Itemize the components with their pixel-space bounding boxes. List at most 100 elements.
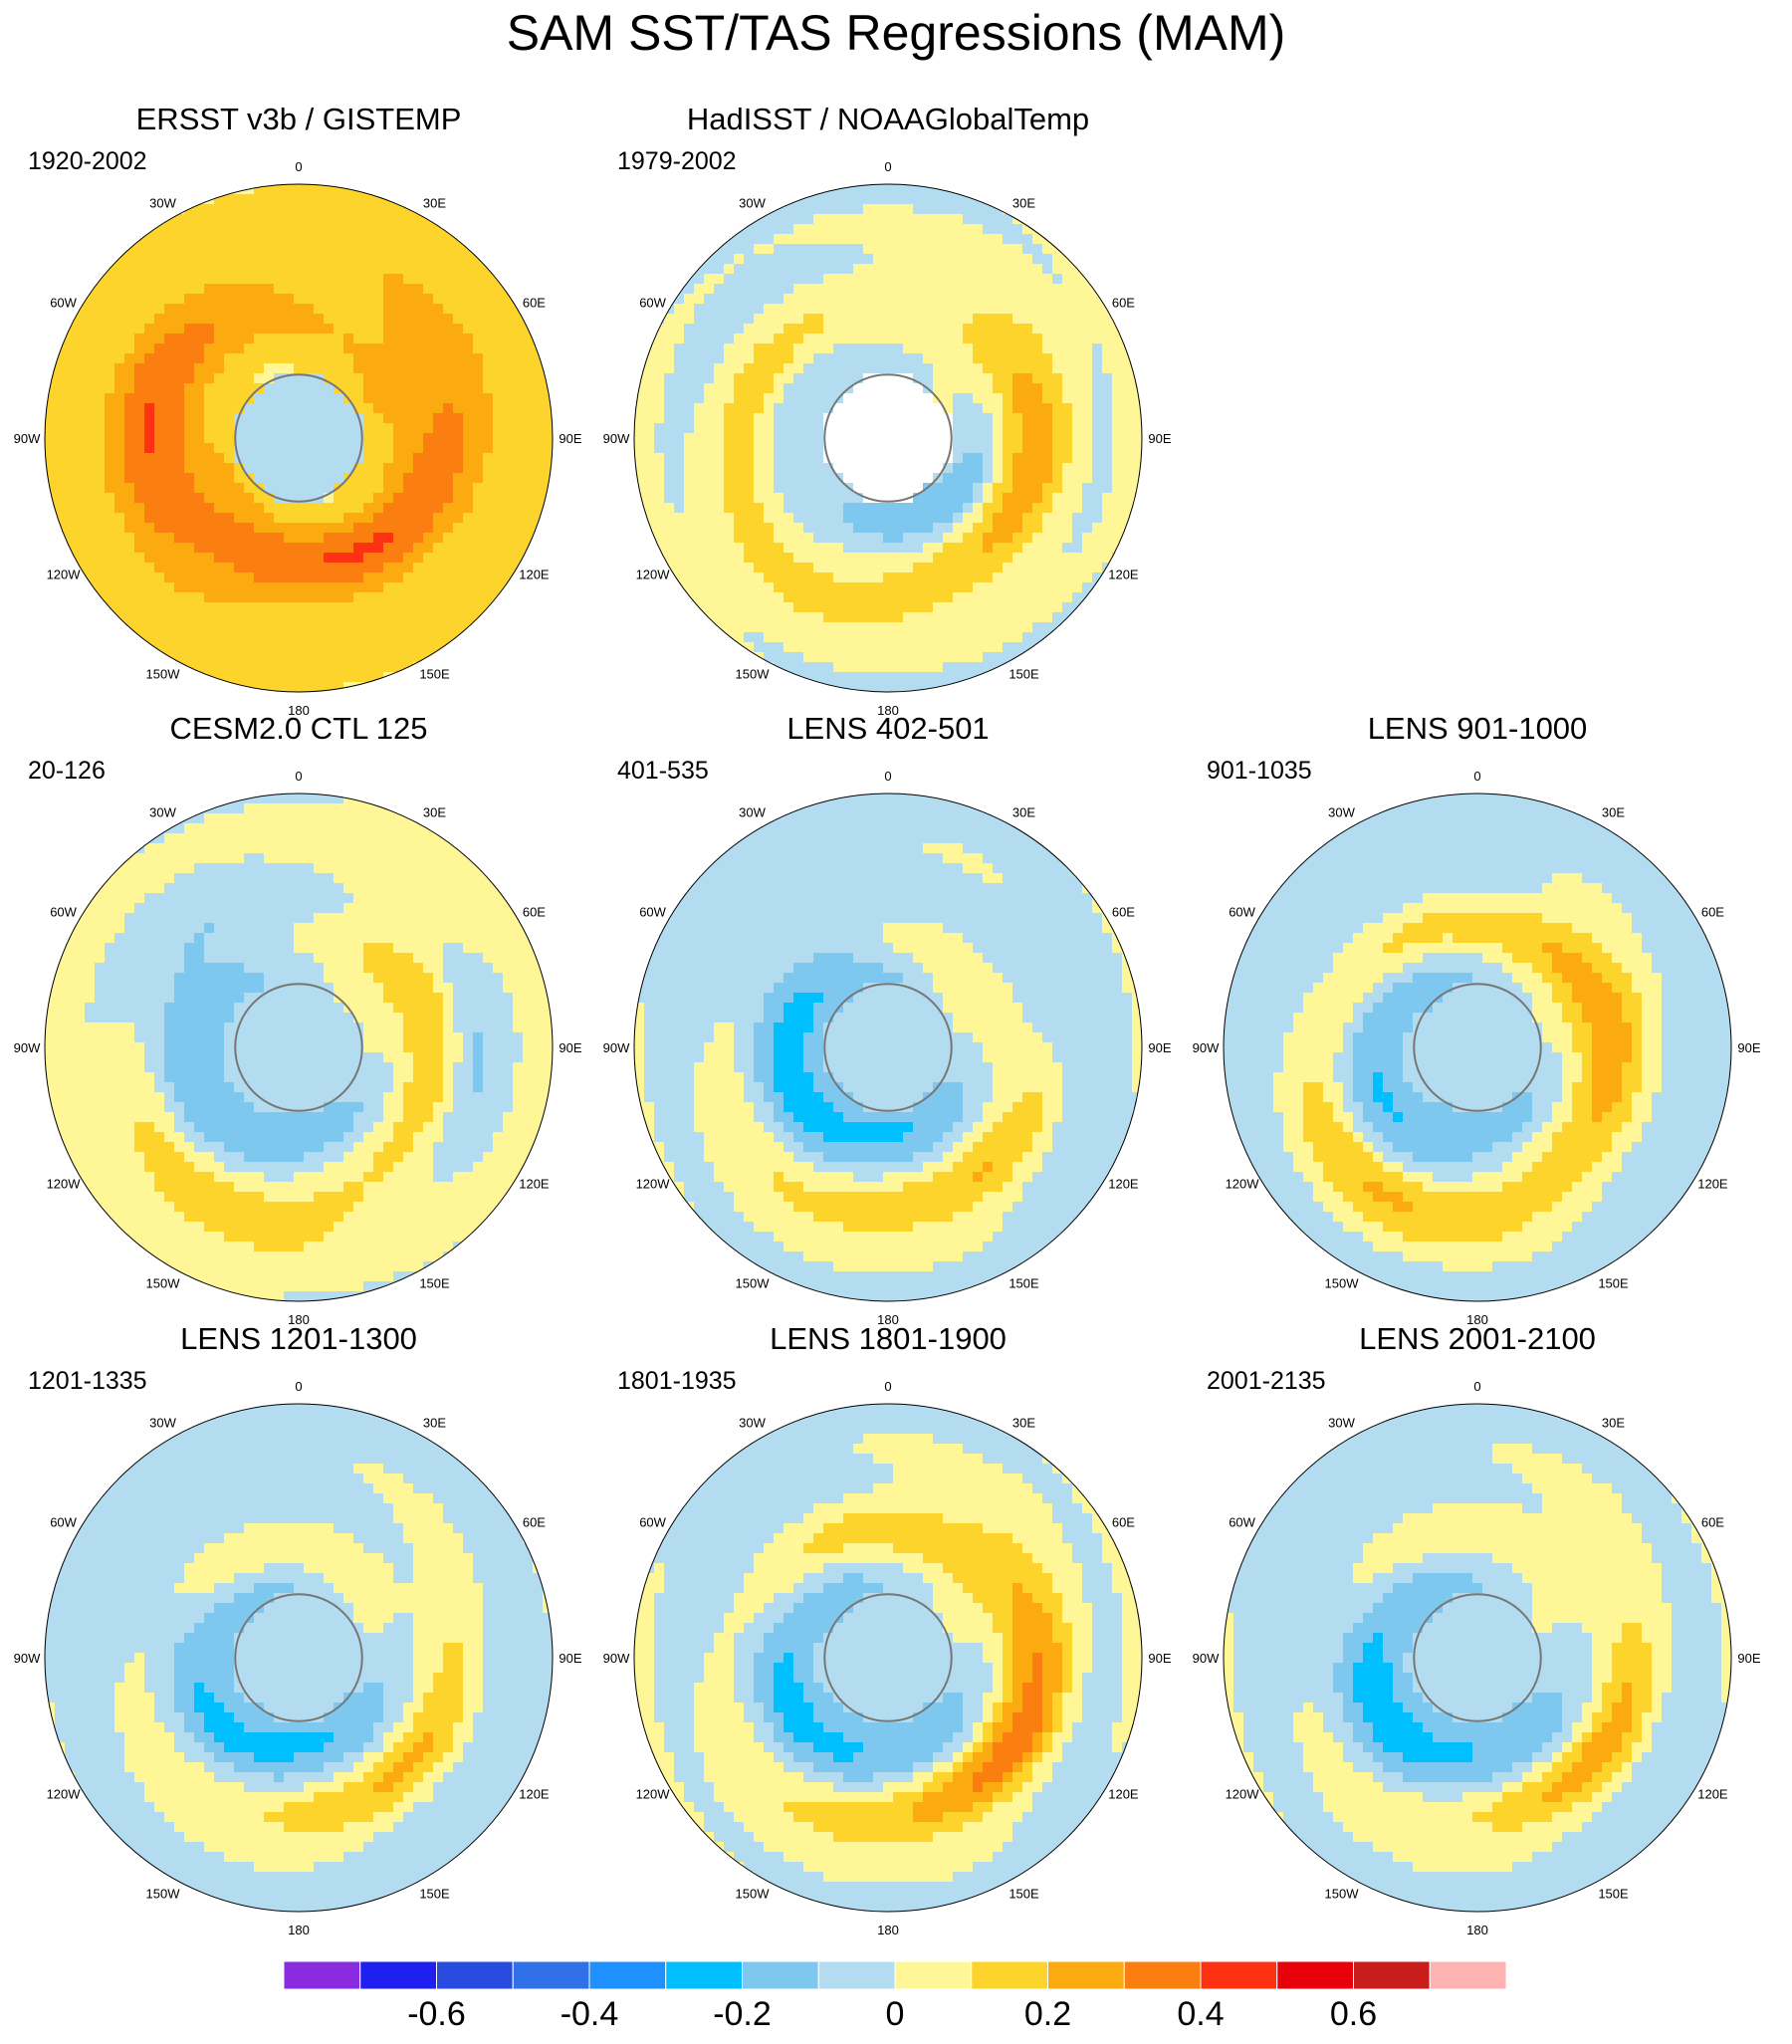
contour-cell bbox=[353, 513, 364, 524]
contour-cell bbox=[913, 224, 924, 235]
contour-cell bbox=[873, 572, 884, 583]
contour-cell bbox=[134, 612, 145, 623]
contour-cell bbox=[953, 264, 964, 275]
contour-cell bbox=[154, 483, 165, 494]
contour-cell bbox=[483, 314, 494, 325]
contour-cell bbox=[1032, 503, 1043, 514]
contour-cell bbox=[734, 244, 745, 255]
contour-cell bbox=[194, 254, 205, 265]
contour-cell bbox=[694, 294, 705, 305]
contour-cell bbox=[993, 463, 1004, 474]
contour-cell bbox=[274, 823, 285, 834]
contour-cell bbox=[893, 513, 904, 524]
contour-cell bbox=[1022, 214, 1033, 225]
contour-cell bbox=[423, 642, 434, 653]
contour-cell bbox=[813, 234, 824, 245]
contour-cell bbox=[1042, 473, 1053, 484]
contour-cell bbox=[184, 612, 195, 623]
contour-cell bbox=[803, 493, 814, 504]
contour-cell bbox=[704, 343, 715, 354]
contour-cell bbox=[363, 284, 374, 295]
contour-cell bbox=[353, 602, 364, 613]
contour-cell bbox=[254, 493, 265, 504]
contour-cell bbox=[1042, 503, 1053, 514]
contour-cell bbox=[513, 393, 524, 404]
contour-cell bbox=[373, 913, 384, 924]
contour-cell bbox=[184, 543, 195, 554]
contour-cell bbox=[453, 264, 464, 275]
contour-cell bbox=[1003, 533, 1013, 544]
contour-cell bbox=[413, 284, 424, 295]
contour-cell bbox=[244, 244, 255, 255]
contour-cell bbox=[953, 513, 964, 524]
contour-cell bbox=[774, 413, 784, 424]
contour-cell bbox=[803, 373, 814, 384]
contour-cell bbox=[423, 612, 434, 623]
contour-cell bbox=[95, 503, 106, 514]
contour-cell bbox=[393, 833, 404, 844]
contour-cell bbox=[903, 264, 914, 275]
contour-cell bbox=[714, 294, 725, 305]
contour-cell bbox=[164, 334, 175, 344]
contour-cell bbox=[744, 443, 755, 454]
contour-cell bbox=[373, 933, 384, 944]
contour-cell bbox=[324, 343, 335, 354]
contour-cell bbox=[363, 473, 374, 484]
contour-cell bbox=[184, 602, 195, 613]
contour-cell bbox=[244, 612, 255, 623]
contour-cell bbox=[433, 244, 444, 255]
contour-cell bbox=[953, 523, 964, 534]
contour-cell bbox=[1082, 294, 1093, 305]
contour-cell bbox=[933, 453, 944, 464]
contour-cell bbox=[903, 324, 914, 335]
contour-cell bbox=[314, 933, 325, 944]
contour-cell bbox=[983, 473, 994, 484]
contour-cell bbox=[704, 244, 715, 255]
contour-cell bbox=[254, 873, 265, 884]
contour-cell bbox=[373, 642, 384, 653]
contour-cell bbox=[764, 572, 775, 583]
contour-cell bbox=[55, 933, 66, 944]
contour-cell bbox=[324, 592, 335, 603]
contour-cell bbox=[973, 363, 984, 374]
contour-cell bbox=[823, 592, 834, 603]
contour-cell bbox=[1132, 353, 1143, 364]
contour-cell bbox=[304, 883, 315, 894]
contour-cell bbox=[353, 823, 364, 834]
contour-cell bbox=[433, 823, 444, 834]
contour-cell bbox=[353, 214, 364, 225]
contour-cell bbox=[393, 592, 404, 603]
contour-cell bbox=[933, 423, 944, 434]
contour-cell bbox=[443, 324, 454, 335]
contour-cell bbox=[334, 612, 344, 623]
contour-cell bbox=[1022, 284, 1033, 295]
contour-cell bbox=[823, 503, 834, 514]
contour-cell bbox=[684, 483, 695, 494]
contour-cell bbox=[873, 343, 884, 354]
contour-cell bbox=[853, 343, 864, 354]
contour-cell bbox=[334, 533, 344, 544]
contour-cell bbox=[224, 194, 235, 205]
contour-cell bbox=[963, 662, 974, 673]
contour-cell bbox=[184, 533, 195, 544]
contour-cell bbox=[963, 463, 974, 474]
contour-cell bbox=[114, 264, 125, 275]
contour-cell bbox=[204, 823, 215, 834]
contour-cell bbox=[95, 913, 106, 924]
contour-cell bbox=[244, 823, 255, 834]
contour-cell bbox=[853, 582, 864, 593]
contour-cell bbox=[443, 353, 454, 364]
contour-cell bbox=[423, 943, 434, 954]
contour-cell bbox=[704, 582, 715, 593]
contour-cell bbox=[1012, 463, 1023, 474]
contour-cell bbox=[953, 403, 964, 414]
contour-cell bbox=[893, 294, 904, 305]
contour-cell bbox=[734, 563, 745, 573]
contour-cell bbox=[294, 873, 305, 884]
contour-cell bbox=[284, 254, 295, 265]
contour-cell bbox=[304, 433, 315, 444]
contour-cell bbox=[244, 334, 255, 344]
contour-cell bbox=[393, 403, 404, 414]
contour-cell bbox=[154, 343, 165, 354]
contour-cell bbox=[383, 933, 394, 944]
